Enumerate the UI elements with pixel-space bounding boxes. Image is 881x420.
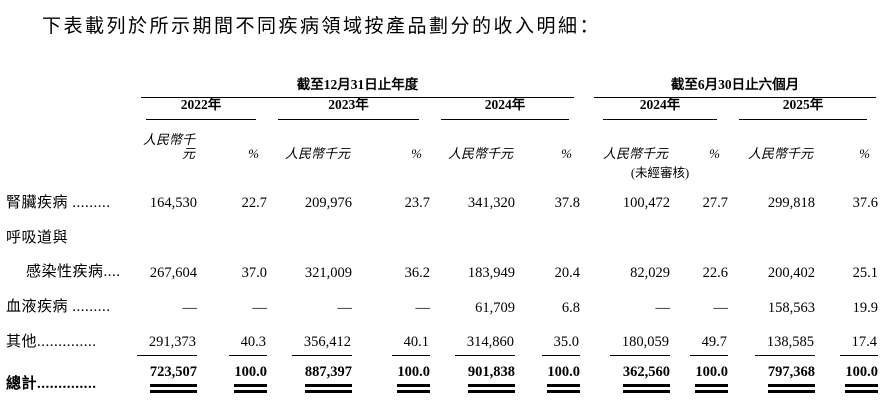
- double-rule: [234, 383, 267, 393]
- table-cell: 37.0: [241, 264, 267, 281]
- table-cell: —: [182, 299, 198, 316]
- table-cell: 100.0: [845, 363, 878, 380]
- row-label: 腎臟疾病 .........: [6, 194, 111, 211]
- table-cell: 209,976: [304, 195, 352, 212]
- double-rule: [149, 383, 197, 393]
- table-cell: 17.4: [839, 335, 878, 356]
- percent-label: %: [859, 145, 870, 161]
- table-cell: 61,709: [475, 299, 515, 316]
- double-rule: [845, 383, 878, 393]
- row-label: 感染性疾病....: [26, 264, 121, 281]
- table-cell: 797,368: [767, 363, 815, 380]
- double-rule: [767, 383, 815, 393]
- table-cell: 20.4: [554, 264, 580, 281]
- table-row-others: 其他.............. 291,373 40.3 356,412 40…: [0, 325, 878, 356]
- table-cell: 314,860: [454, 335, 515, 356]
- year-header-row: 2022年 2023年 2024年 2024年 2025年: [0, 98, 878, 121]
- row-label: 呼吸道與: [6, 229, 69, 246]
- document-page: 下表載列於所示期間不同疾病領域按產品劃分的收入明細： 截至12月31日止年度 截…: [0, 11, 881, 420]
- table-cell: 22.6: [702, 264, 728, 281]
- table-row-respiratory-line1: 呼吸道與: [0, 221, 878, 256]
- unit-label: 人民幣千元: [602, 145, 668, 161]
- table-cell: 100.0: [695, 363, 728, 380]
- page-title: 下表載列於所示期間不同疾病領域按產品劃分的收入明細：: [42, 16, 602, 37]
- year-header-2025-interim: 2025年: [728, 98, 878, 121]
- table-cell: 158,563: [767, 299, 815, 316]
- table-cell: 200,402: [767, 264, 815, 281]
- table-cell: 49.7: [689, 335, 728, 356]
- row-label: 血液疾病 .........: [6, 299, 111, 315]
- table-cell: 19.9: [852, 299, 878, 316]
- table-cell: 37.8: [554, 195, 580, 212]
- double-rule: [397, 383, 430, 393]
- table-cell: 36.2: [404, 264, 430, 281]
- double-rule: [304, 383, 352, 393]
- table-cell: —: [415, 299, 431, 316]
- unaudited-row: (未經審核): [0, 165, 878, 186]
- table-cell: 37.6: [852, 195, 878, 212]
- table-row-total: 總計.............. 723,507 100.0 887,397 1…: [0, 356, 878, 393]
- percent-label: %: [411, 145, 422, 161]
- table-cell: 23.7: [404, 195, 430, 212]
- unit-label: 人民幣千元: [142, 132, 195, 161]
- table-cell: 100.0: [397, 363, 430, 380]
- percent-label: %: [248, 145, 259, 161]
- table-cell: 321,009: [304, 264, 352, 281]
- table-cell: 362,560: [622, 363, 670, 380]
- table-cell: 299,818: [767, 195, 815, 212]
- year-header-2024: 2024年: [430, 98, 580, 121]
- unit-label: 人民幣千元: [447, 145, 513, 161]
- year-header-2023: 2023年: [267, 98, 430, 121]
- table-cell: 901,838: [467, 363, 515, 380]
- table-cell: 341,320: [467, 195, 515, 212]
- double-rule: [695, 383, 728, 393]
- table-cell: 27.7: [702, 195, 728, 212]
- table-cell: 887,397: [304, 363, 352, 380]
- group-header-row: 截至12月31日止年度 截至6月30日止六個月: [0, 77, 878, 99]
- table-cell: 35.0: [541, 335, 580, 356]
- unaudited-note: (未經審核): [630, 165, 690, 180]
- table-cell: 164,530: [149, 195, 197, 212]
- table-cell: 291,373: [136, 335, 197, 356]
- group-header-annual: 截至12月31日止年度: [135, 77, 580, 99]
- unit-label: 人民幣千元: [284, 145, 350, 161]
- double-rule: [547, 383, 580, 393]
- table-cell: 183,949: [467, 264, 515, 281]
- table-row-infectious: 感染性疾病.... 267,604 37.0 321,009 36.2 183,…: [0, 255, 878, 290]
- row-label: 其他..............: [6, 333, 97, 350]
- table-cell: 82,029: [630, 264, 670, 281]
- revenue-table: 截至12月31日止年度 截至6月30日止六個月 2022年 2023年 2024…: [0, 77, 878, 393]
- double-rule: [467, 383, 515, 393]
- table-cell: 356,412: [291, 335, 352, 356]
- table-cell: 138,585: [754, 335, 815, 356]
- unit-label: 人民幣千元: [747, 145, 813, 161]
- table-cell: 25.1: [852, 264, 878, 281]
- table-cell: 267,604: [149, 264, 197, 281]
- table-cell: 180,059: [609, 335, 670, 356]
- table-cell: 723,507: [149, 363, 197, 380]
- table-cell: —: [337, 299, 353, 316]
- subheader-row: 人民幣千元 % 人民幣千元 % 人民幣千元 % 人民幣千元 % 人民幣千元 %: [0, 120, 878, 164]
- table-cell: 100.0: [547, 363, 580, 380]
- table-cell: 22.7: [241, 195, 267, 212]
- year-header-2024-interim: 2024年: [592, 98, 728, 121]
- table-cell: 40.1: [391, 335, 430, 356]
- table-cell: —: [252, 299, 268, 316]
- table-cell: —: [713, 299, 729, 316]
- percent-label: %: [561, 145, 572, 161]
- percent-label: %: [709, 145, 720, 161]
- table-cell: 40.3: [228, 335, 267, 356]
- double-rule: [622, 383, 670, 393]
- row-label: 總計..............: [6, 375, 97, 392]
- table-cell: 100,472: [622, 195, 670, 212]
- table-cell: —: [655, 299, 671, 316]
- table-row-kidney: 腎臟疾病 ......... 164,530 22.7 209,976 23.7…: [0, 186, 878, 221]
- group-header-interim: 截至6月30日止六個月: [592, 77, 878, 99]
- table-cell: 100.0: [234, 363, 267, 380]
- year-header-2022: 2022年: [135, 98, 267, 121]
- table-cell: 6.8: [561, 299, 580, 316]
- table-row-blood: 血液疾病 ......... — — — — 61,709 6.8 — — 15…: [0, 290, 878, 325]
